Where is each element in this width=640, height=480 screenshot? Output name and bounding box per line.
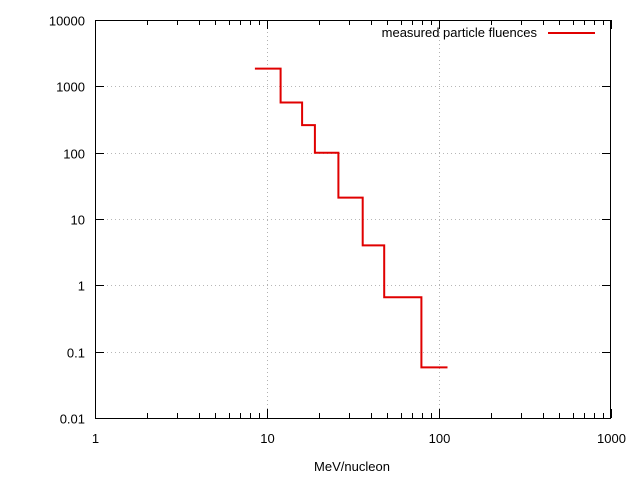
series-layer <box>254 67 448 369</box>
x-tick-label: 10 <box>260 431 274 446</box>
y-tick-label: 1000 <box>56 80 85 95</box>
x-axis-label: MeV/nucleon <box>314 459 390 474</box>
legend-label: measured particle fluences <box>382 25 538 40</box>
y-tick-label: 0.01 <box>60 412 85 427</box>
grid-lines <box>95 20 611 418</box>
y-tick-labels: 0.01 0.1 1 10 100 1000 10000 <box>49 14 85 427</box>
y-tick-label: 0.1 <box>67 346 85 361</box>
y-tick-label: 100 <box>63 147 85 162</box>
legend: measured particle fluences <box>382 25 595 40</box>
x-tick-label: 1000 <box>597 431 626 446</box>
y-tick-label: 10000 <box>49 14 85 29</box>
y-tick-label: 10 <box>71 213 85 228</box>
axis-ticks <box>95 20 612 419</box>
x-tick-label: 1 <box>92 431 99 446</box>
series-step-line <box>254 67 448 369</box>
x-tick-label: 100 <box>429 431 451 446</box>
y-tick-label: 1 <box>78 279 85 294</box>
x-tick-labels: 1 10 100 1000 <box>92 431 626 446</box>
plot-frame <box>95 20 611 419</box>
